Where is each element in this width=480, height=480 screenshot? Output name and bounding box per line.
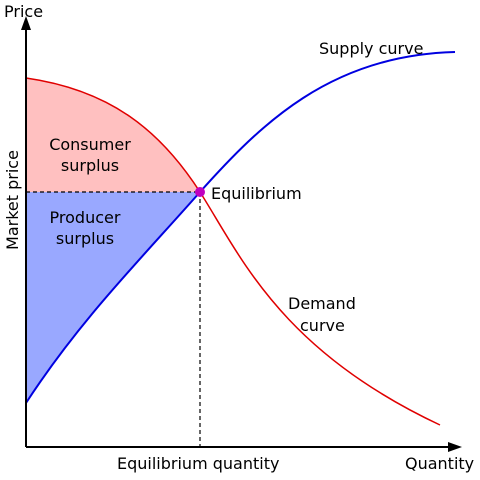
y-axis-label: Market price <box>3 150 22 250</box>
x-axis-arrow <box>448 442 462 452</box>
demand-curve <box>25 77 441 426</box>
equilibrium-label: Equilibrium <box>211 184 302 203</box>
x-axis-title: Quantity <box>405 454 474 473</box>
producer-surplus-label: surplus <box>56 229 114 248</box>
consumer-surplus-area <box>26 78 200 192</box>
producer-surplus-label: Producer <box>50 208 121 227</box>
demand-label: Demand <box>288 294 356 313</box>
equilibrium-point <box>195 187 205 197</box>
supply-label: Supply curve <box>319 39 423 58</box>
producer-surplus-area <box>26 192 200 403</box>
x-axis-label: Equilibrium quantity <box>117 454 279 473</box>
y-axis-arrow <box>21 16 31 30</box>
consumer-surplus-label: Consumer <box>49 135 131 154</box>
y-axis-title: Price <box>4 2 43 21</box>
demand-label: curve <box>300 316 345 335</box>
consumer-surplus-label: surplus <box>61 156 119 175</box>
